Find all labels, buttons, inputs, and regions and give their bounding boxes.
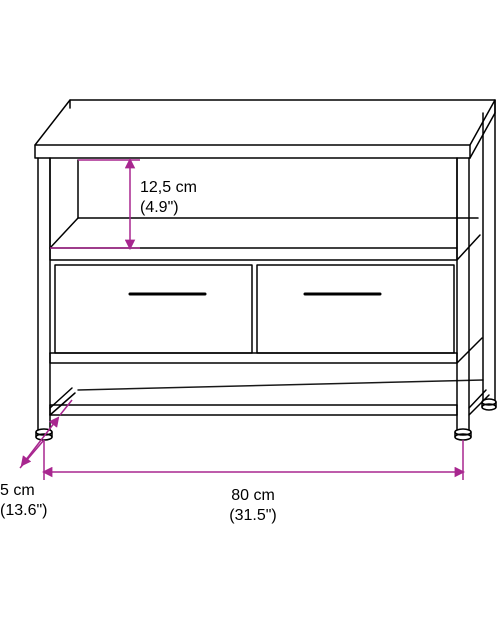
depth-label-in: (13.6"): [0, 502, 47, 519]
dimension-lines: [20, 160, 463, 480]
height-label-cm: 12,5 cm: [140, 179, 197, 196]
height-label-in: (4.9"): [140, 199, 179, 216]
furniture-dimension-diagram: 12,5 cm (4.9") 5 cm (13.6") 80 cm (31.5"…: [0, 0, 500, 641]
width-label-in: (31.5"): [229, 507, 276, 524]
width-label-cm: 80 cm: [231, 487, 275, 504]
furniture-outline: [35, 100, 496, 440]
depth-label-cm: 5 cm: [0, 482, 35, 499]
